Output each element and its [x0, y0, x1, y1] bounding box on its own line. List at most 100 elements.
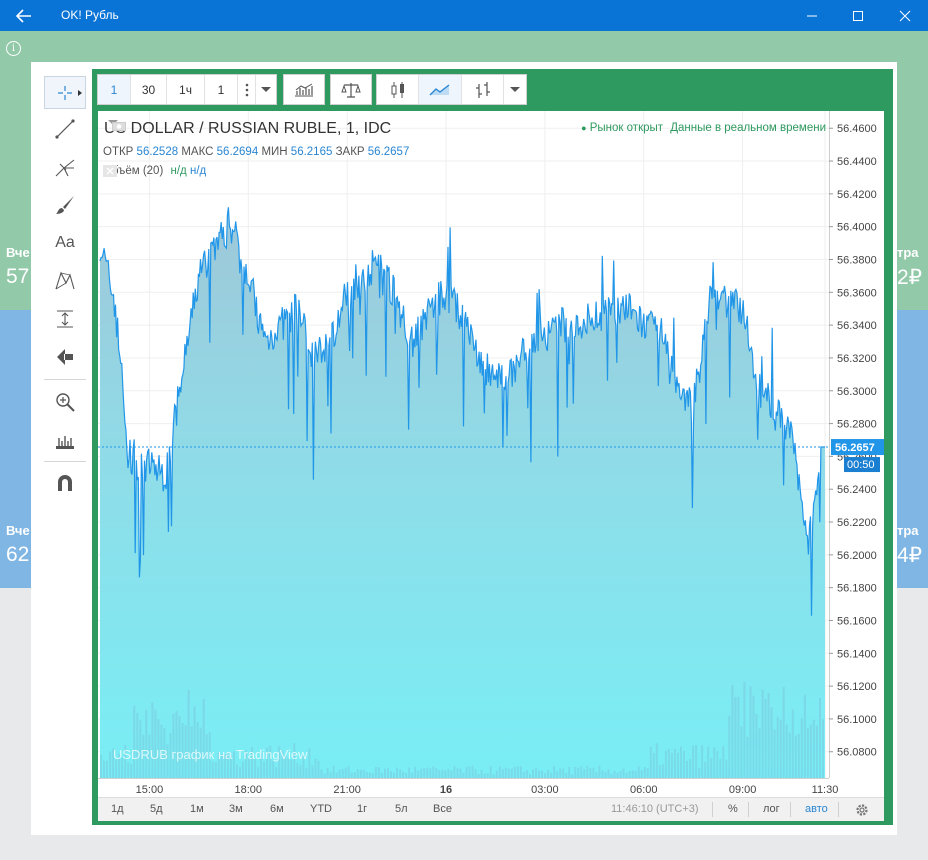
low-label: МИН	[261, 146, 288, 158]
volume-bar	[568, 767, 571, 778]
indicators-icon[interactable]	[284, 75, 324, 104]
volume-bar	[592, 767, 595, 778]
volume-bar	[686, 760, 688, 778]
volume-bar	[272, 760, 275, 778]
volume-bar	[374, 766, 377, 778]
close-label: ЗАКР	[335, 146, 365, 158]
volume-bar	[362, 769, 365, 778]
ruler-icon[interactable]	[44, 422, 86, 455]
crosshair-icon[interactable]	[44, 76, 86, 109]
volume-bar	[538, 770, 540, 778]
zoom-in-icon[interactable]	[44, 385, 86, 418]
range-6m[interactable]: 6м	[270, 803, 284, 815]
tradingview-watermark[interactable]: USDRUB график на TradingView	[113, 747, 308, 762]
maximize-icon[interactable]	[835, 0, 881, 31]
brush-icon[interactable]	[44, 188, 86, 221]
y-tick-label: 56.1000	[837, 714, 877, 726]
volume-bar	[465, 767, 468, 778]
volume-bar	[308, 748, 311, 778]
volume-bar	[257, 767, 260, 778]
interval-button-30[interactable]: 30	[131, 75, 167, 104]
volume-bar	[782, 686, 785, 778]
volume-bar	[359, 769, 362, 778]
interval-button-1-custom[interactable]: 1	[205, 75, 238, 104]
volume-bar	[556, 771, 559, 778]
volume-bar	[350, 772, 353, 778]
bars-icon[interactable]	[462, 75, 504, 104]
volume-bar	[589, 768, 592, 778]
volume-bar	[695, 745, 698, 778]
chevron-down-icon[interactable]	[256, 75, 276, 104]
percent-toggle[interactable]: %	[728, 803, 738, 815]
volume-bar	[136, 712, 139, 778]
range-3m[interactable]: 3м	[229, 803, 243, 815]
volume-bar	[314, 758, 317, 778]
range-all[interactable]: Все	[433, 803, 452, 815]
range-1d[interactable]: 1д	[111, 803, 124, 815]
volume-bar	[565, 772, 568, 778]
volume-bar	[181, 723, 184, 778]
volume-bar	[634, 770, 637, 778]
camera-icon[interactable]	[112, 120, 126, 131]
volume-bar	[553, 766, 556, 778]
open-value: 56.2528	[136, 146, 179, 158]
volume-bar	[550, 772, 553, 778]
text-tool-icon[interactable]: Aa	[55, 233, 75, 251]
close-icon[interactable]	[882, 0, 928, 31]
bg-value-yesterday: 57	[6, 265, 30, 288]
close-icon[interactable]	[103, 165, 117, 177]
compare-icon[interactable]	[331, 75, 371, 104]
volume-bar	[477, 774, 480, 778]
trend-line-icon[interactable]	[44, 112, 86, 145]
candles-icon[interactable]	[377, 75, 419, 104]
pitchfork-icon[interactable]	[44, 150, 86, 183]
range-5d[interactable]: 5д	[150, 803, 163, 815]
volume-bar	[474, 769, 477, 778]
more-vert-icon[interactable]	[238, 75, 256, 104]
interval-button-1h[interactable]: 1ч	[167, 75, 205, 104]
auto-toggle[interactable]: авто	[805, 803, 828, 815]
range-bar: 1д 5д 1м 3м 6м YTD 1г 5л Все 11:46:10 (U…	[98, 797, 884, 821]
price-chart[interactable]: 56.4600 56.4400 56.4200 56.4000 56.3800 56.36…	[98, 111, 884, 797]
volume-bar	[226, 752, 229, 778]
volume-bar	[341, 768, 344, 778]
range-1m[interactable]: 1м	[190, 803, 204, 815]
volume-bar	[740, 726, 743, 778]
volume-bar	[677, 752, 679, 778]
volume-bar	[229, 753, 232, 778]
volume-bar	[169, 733, 172, 778]
measure-icon[interactable]	[44, 302, 86, 335]
volume-label: Объём (20)	[103, 165, 164, 177]
range-5y[interactable]: 5л	[395, 803, 408, 815]
volume-bar	[220, 754, 223, 778]
gear-icon[interactable]	[855, 803, 869, 817]
minimize-icon[interactable]	[789, 0, 835, 31]
volume-bar	[689, 759, 692, 778]
x-tick-label: 03:00	[531, 784, 559, 796]
volume-bar	[332, 765, 335, 778]
chevron-down-icon[interactable]	[504, 75, 526, 104]
log-toggle[interactable]: лог	[763, 803, 780, 815]
volume-bar	[674, 748, 676, 778]
volume-bar	[157, 719, 160, 778]
volume-bar	[356, 769, 359, 778]
volume-bar	[483, 773, 486, 778]
y-tick-label: 56.0800	[837, 747, 877, 759]
clock-readout[interactable]: 11:46:10 (UTC+3)	[611, 803, 699, 815]
price-line	[99, 207, 825, 616]
info-icon[interactable]: i	[6, 41, 21, 56]
area-chart-icon[interactable]	[419, 75, 462, 104]
volume-bar	[710, 758, 713, 778]
magnet-icon[interactable]	[44, 466, 86, 499]
volume-bar	[504, 767, 507, 778]
interval-button-1[interactable]: 1	[98, 75, 131, 104]
volume-bar	[822, 719, 824, 778]
range-ytd[interactable]: YTD	[310, 803, 332, 815]
arrow-left-icon[interactable]	[0, 0, 48, 31]
volume-bar	[698, 767, 701, 778]
pattern-icon[interactable]	[44, 263, 86, 296]
range-1y[interactable]: 1г	[357, 803, 368, 815]
volume-bar	[178, 715, 181, 778]
volume-bar	[628, 771, 631, 778]
back-arrow-icon[interactable]	[44, 340, 86, 373]
